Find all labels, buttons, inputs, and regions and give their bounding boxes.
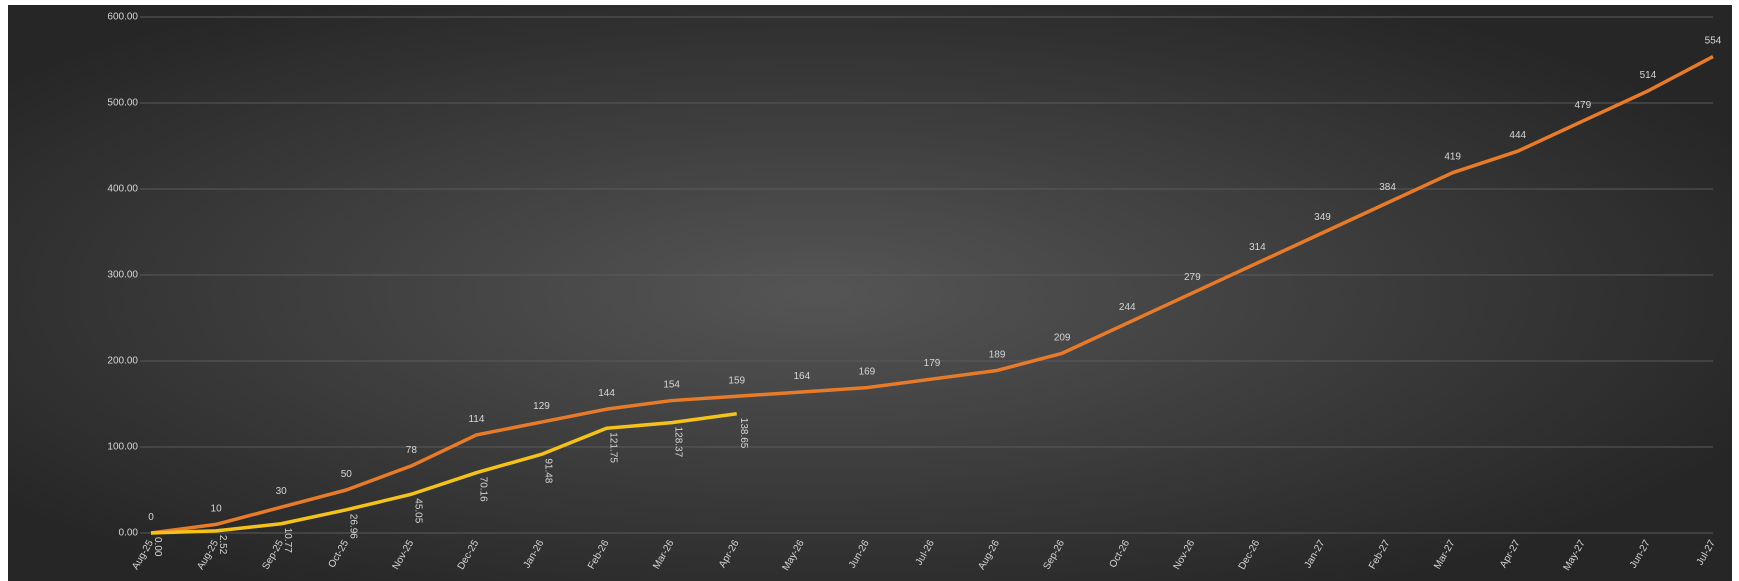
data-label: 384 (1379, 182, 1396, 193)
data-label: 279 (1184, 272, 1201, 283)
data-label: 114 (468, 414, 484, 425)
plot-background (8, 5, 1732, 581)
data-label: 10 (211, 503, 223, 514)
data-label: 2.52 (217, 535, 228, 555)
data-label: 0 (148, 512, 154, 523)
data-label: 159 (728, 375, 745, 386)
data-label: 419 (1444, 152, 1461, 163)
data-label: 244 (1119, 302, 1136, 313)
data-label: 144 (598, 388, 615, 399)
y-tick-label: 600.00 (107, 12, 138, 23)
data-label: 479 (1574, 100, 1591, 111)
data-label: 121.75 (608, 432, 619, 463)
data-label: 189 (989, 349, 1006, 360)
data-label: 128.37 (673, 427, 684, 458)
data-label: 154 (663, 380, 680, 391)
y-tick-label: 200.00 (107, 356, 138, 367)
data-label: 179 (924, 358, 941, 369)
y-tick-label: 0.00 (119, 528, 139, 539)
data-label: 50 (341, 469, 353, 480)
data-label: 0.00 (152, 537, 163, 557)
y-tick-label: 400.00 (107, 184, 138, 195)
data-label: 314 (1249, 242, 1266, 253)
data-label: 169 (859, 367, 876, 378)
data-label: 30 (276, 486, 288, 497)
data-label: 349 (1314, 212, 1331, 223)
data-label: 514 (1640, 70, 1657, 81)
data-label: 78 (406, 445, 418, 456)
data-label: 164 (793, 371, 810, 382)
data-label: 444 (1509, 130, 1526, 141)
data-label: 91.48 (543, 458, 554, 483)
data-label: 554 (1705, 36, 1722, 47)
data-label: 26.96 (347, 514, 358, 539)
y-tick-label: 100.00 (107, 442, 138, 453)
series-line (150, 412, 737, 535)
data-label: 70.16 (477, 477, 488, 502)
series-line (150, 55, 1714, 535)
y-tick-label: 500.00 (107, 98, 138, 109)
data-label: 138.65 (738, 418, 749, 449)
data-label: 45.05 (412, 498, 423, 523)
data-label: 129 (533, 401, 550, 412)
data-label: 10.77 (282, 528, 293, 553)
data-label: 209 (1054, 332, 1071, 343)
y-tick-label: 300.00 (107, 270, 138, 281)
